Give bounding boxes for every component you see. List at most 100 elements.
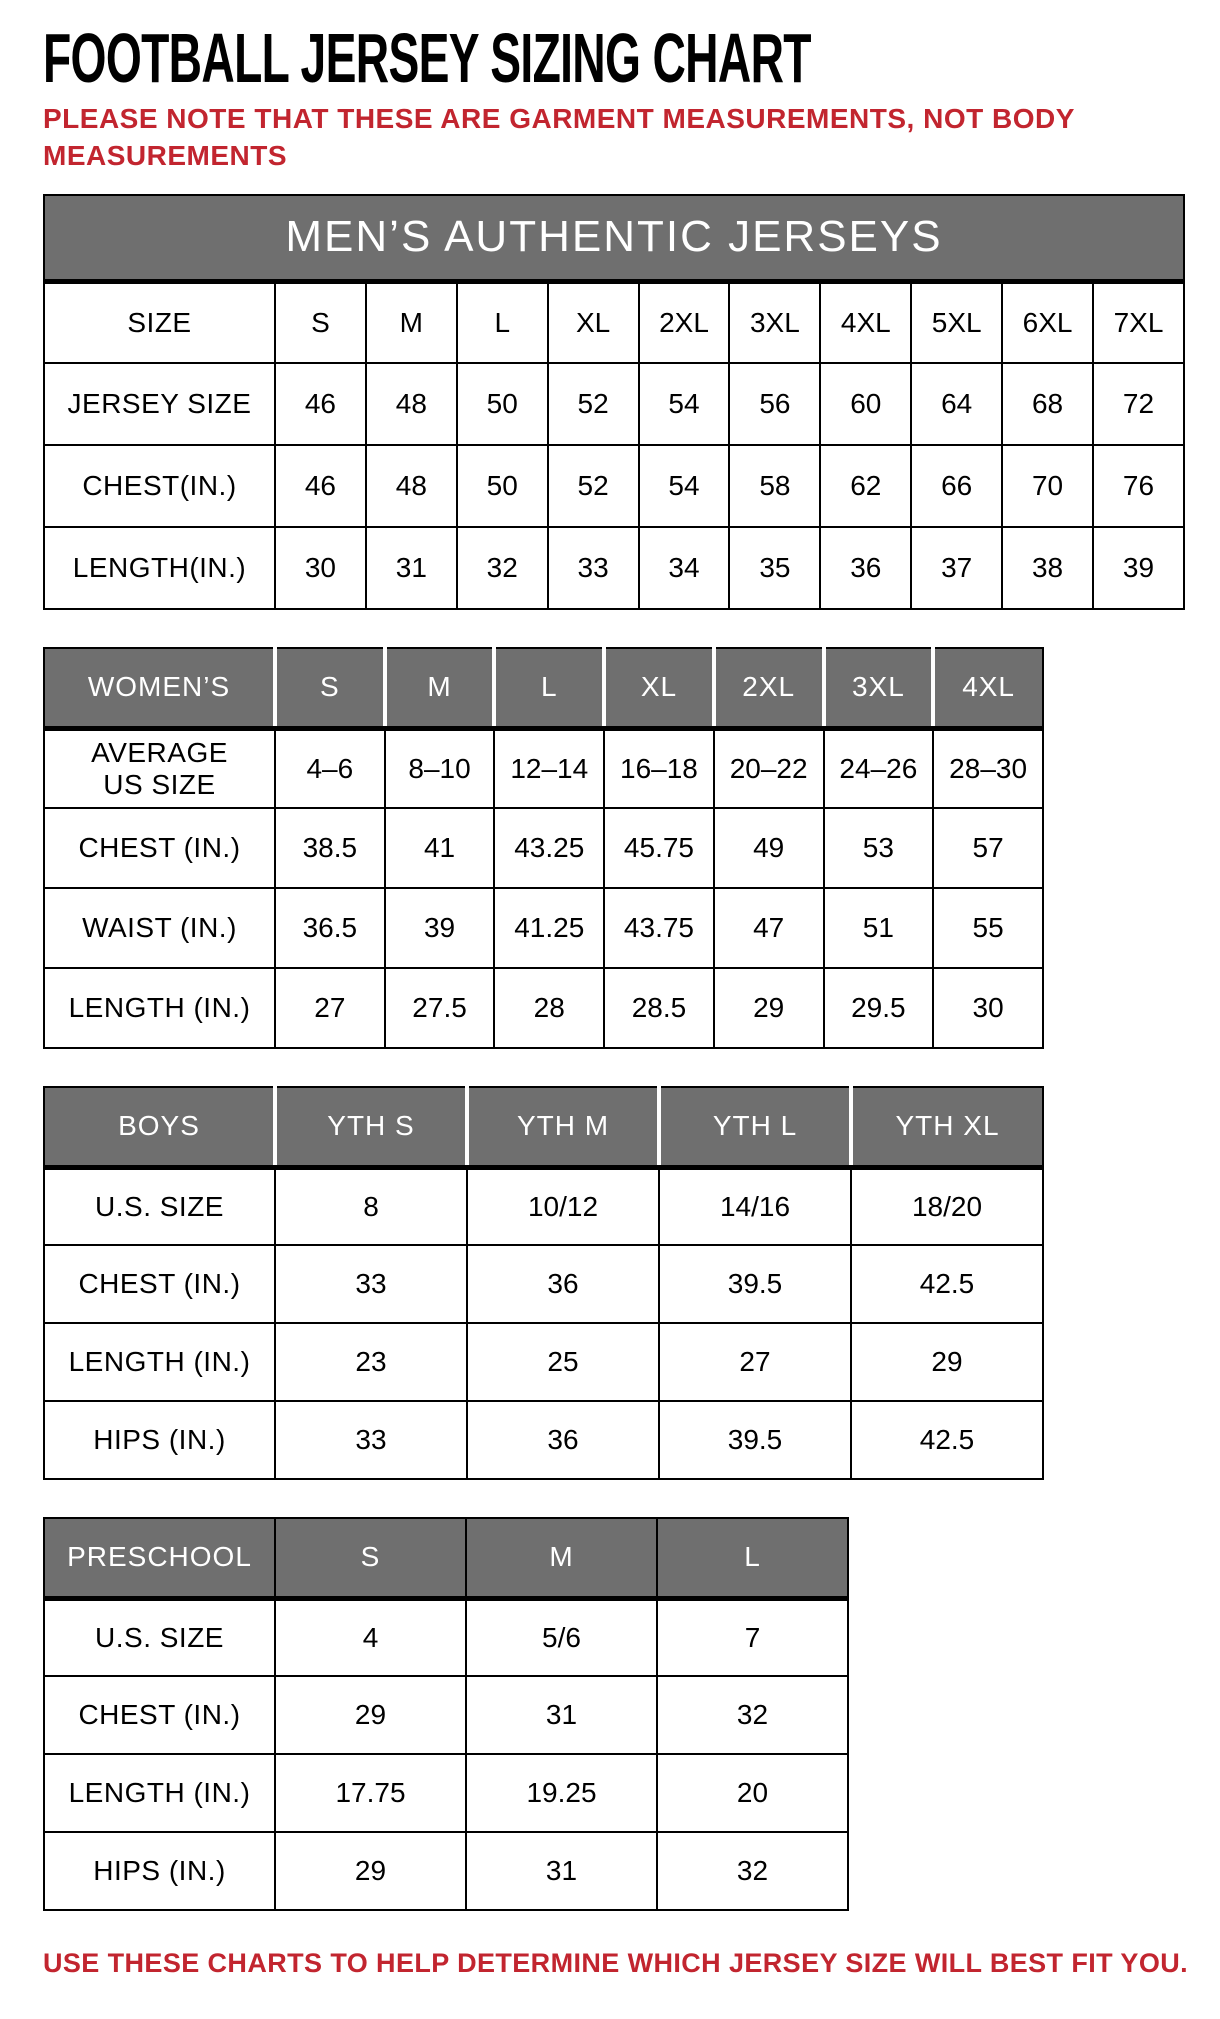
column-header: YTH XL	[849, 1086, 1044, 1170]
cell-value: 31	[364, 526, 458, 610]
cell-value: 4XL	[819, 280, 913, 364]
cell-value: 7	[656, 1597, 849, 1677]
cell-value: 41	[383, 807, 496, 889]
cell-value: 14/16	[658, 1166, 852, 1246]
mens-authentic-jerseys-section: MEN’S AUTHENTIC JERSEYS SIZE S M L XL 2XL 3XL 4X…	[43, 194, 1190, 610]
cell-value: 36.5	[274, 887, 386, 969]
cell-value: 34	[637, 526, 731, 610]
cell-value: 7XL	[1092, 280, 1185, 364]
womens-group-label: WOMEN’S	[43, 647, 276, 731]
cell-value: 5/6	[465, 1597, 658, 1677]
header-row: BOYS YTH S YTH M YTH L YTH XL	[43, 1086, 1044, 1170]
column-header: M	[382, 647, 496, 731]
table-row: LENGTH(IN.) 30 31 32 33 34 35 36 37 38 39	[43, 526, 1185, 610]
mens-sizing-table: MEN’S AUTHENTIC JERSEYS SIZE S M L XL 2XL 3XL 4X…	[43, 194, 1185, 610]
cell-value: 41.25	[493, 887, 606, 969]
boys-group-label: BOYS	[43, 1086, 276, 1170]
cell-value: 33	[274, 1244, 468, 1324]
cell-value: 32	[656, 1675, 849, 1755]
cell-value: 20	[656, 1753, 849, 1833]
cell-value: 29	[850, 1322, 1044, 1402]
row-label: JERSEY SIZE	[43, 362, 276, 446]
cell-value: 17.75	[274, 1753, 467, 1833]
cell-value: 45.75	[603, 807, 715, 889]
column-header: 2XL	[711, 647, 825, 731]
table-row: CHEST(IN.) 46 48 50 52 54 58 62 66 70 76	[43, 444, 1185, 528]
cell-value: 28–30	[932, 727, 1044, 809]
column-header: XL	[602, 647, 715, 731]
cell-value: 48	[364, 362, 458, 446]
preschool-section: PRESCHOOL S M L U.S. SIZE 4 5/6 7 CHEST (IN.) 29 3…	[43, 1517, 1190, 1911]
column-header: YTH M	[465, 1086, 660, 1170]
cell-value: 29	[274, 1675, 467, 1755]
cell-value: 36	[819, 526, 913, 610]
cell-value: 62	[819, 444, 913, 528]
row-label: CHEST(IN.)	[43, 444, 276, 528]
cell-value: 68	[1001, 362, 1095, 446]
cell-value: 29	[712, 967, 825, 1049]
table-row: WAIST (IN.) 36.5 39 41.25 43.75 47 51 55	[43, 887, 1044, 969]
cell-value: 36	[466, 1244, 660, 1324]
garment-measurement-note: PLEASE NOTE THAT THESE ARE GARMENT MEASU…	[43, 103, 1075, 171]
cell-value: 38	[1001, 526, 1095, 610]
row-label: LENGTH(IN.)	[43, 526, 276, 610]
table-row: CHEST (IN.) 33 36 39.5 42.5	[43, 1244, 1044, 1324]
cell-value: 33	[274, 1400, 468, 1480]
row-label: AVERAGE US SIZE	[43, 727, 276, 809]
table-row: CHEST (IN.) 29 31 32	[43, 1675, 849, 1755]
row-label: LENGTH (IN.)	[43, 1753, 276, 1833]
cell-value: 32	[656, 1831, 849, 1911]
preschool-group-label: PRESCHOOL	[43, 1517, 276, 1601]
cell-value: 4	[274, 1597, 467, 1677]
cell-value: 54	[637, 444, 731, 528]
cell-value: 28.5	[603, 967, 715, 1049]
cell-value: 25	[466, 1322, 660, 1402]
cell-value: 60	[819, 362, 913, 446]
row-label: LENGTH (IN.)	[43, 967, 276, 1049]
row-label: U.S. SIZE	[43, 1597, 276, 1677]
row-label: U.S. SIZE	[43, 1166, 276, 1246]
cell-value: 27	[274, 967, 386, 1049]
cell-value: 39.5	[658, 1244, 852, 1324]
cell-value: 76	[1092, 444, 1185, 528]
table-row: JERSEY SIZE 46 48 50 52 54 56 60 64 68 72	[43, 362, 1185, 446]
womens-section: WOMEN’S S M L XL 2XL 3XL 4XL AVERAGE US SIZE 4–6 8…	[43, 647, 1190, 1049]
cell-value: 8	[274, 1166, 468, 1246]
cell-value: 52	[546, 362, 640, 446]
preschool-sizing-table: PRESCHOOL S M L U.S. SIZE 4 5/6 7 CHEST (IN.) 29 3…	[43, 1517, 849, 1911]
row-label: HIPS (IN.)	[43, 1831, 276, 1911]
column-header: L	[492, 647, 606, 731]
cell-value: 39	[1092, 526, 1185, 610]
cell-value: 37	[910, 526, 1004, 610]
cell-value: 10/12	[466, 1166, 660, 1246]
row-label: CHEST (IN.)	[43, 1244, 276, 1324]
column-header: S	[274, 1517, 467, 1601]
boys-section: BOYS YTH S YTH M YTH L YTH XL U.S. SIZE 8 10/12…	[43, 1086, 1190, 1480]
mens-banner: MEN’S AUTHENTIC JERSEYS	[43, 194, 1185, 284]
table-row: SIZE S M L XL 2XL 3XL 4XL 5XL 6XL 7XL	[43, 280, 1185, 364]
cell-value: S	[274, 280, 367, 364]
cell-value: 50	[455, 444, 549, 528]
cell-value: 54	[637, 362, 731, 446]
cell-value: 57	[932, 807, 1044, 889]
cell-value: 70	[1001, 444, 1095, 528]
cell-value: 35	[728, 526, 822, 610]
cell-value: 53	[822, 807, 935, 889]
cell-value: 58	[728, 444, 822, 528]
cell-value: 51	[822, 887, 935, 969]
cell-value: 48	[364, 444, 458, 528]
row-label: LENGTH (IN.)	[43, 1322, 276, 1402]
cell-value: 8–10	[383, 727, 496, 809]
row-label: CHEST (IN.)	[43, 807, 276, 889]
cell-value: 72	[1092, 362, 1185, 446]
row-label: WAIST (IN.)	[43, 887, 276, 969]
cell-value: M	[364, 280, 458, 364]
cell-value: 5XL	[910, 280, 1004, 364]
cell-value: 36	[466, 1400, 660, 1480]
table-row: HIPS (IN.) 33 36 39.5 42.5	[43, 1400, 1044, 1480]
column-header: YTH L	[657, 1086, 852, 1170]
cell-value: 39.5	[658, 1400, 852, 1480]
table-row: LENGTH (IN.) 23 25 27 29	[43, 1322, 1044, 1402]
cell-value: 64	[910, 362, 1004, 446]
cell-value: 30	[274, 526, 367, 610]
